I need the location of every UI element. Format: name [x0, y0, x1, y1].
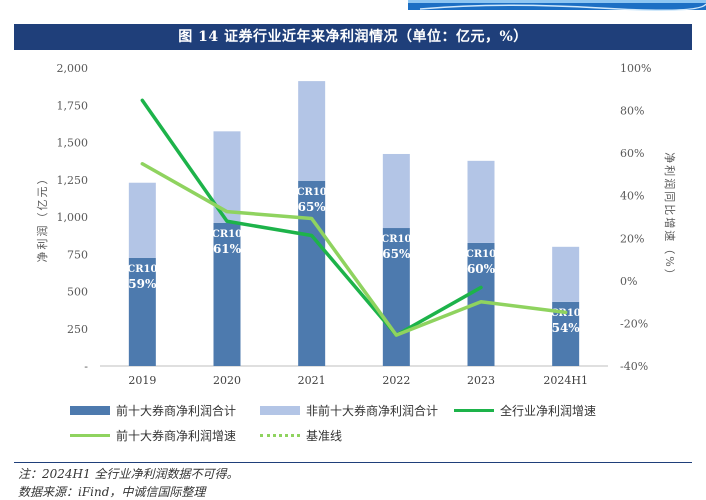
- legend-label: 全行业净利润增速: [500, 403, 597, 418]
- bar-non-top10: [128, 182, 156, 258]
- x-tick-label: 2023: [467, 374, 495, 387]
- bar-label-prefix: CR10: [297, 187, 327, 198]
- bar-label-prefix: CR10: [212, 229, 242, 240]
- legend-item: 前十大券商净利润合计: [70, 401, 236, 419]
- y-tick-label: 1,750: [57, 99, 89, 112]
- legend-item: 基准线: [260, 426, 342, 444]
- bar-label-prefix: CR10: [127, 264, 157, 275]
- chart-note: 注：2024H1 全行业净利润数据不可得。: [18, 467, 239, 481]
- legend-label: 基准线: [306, 428, 343, 443]
- legend-swatch: [260, 433, 300, 437]
- bar-top10: [298, 180, 326, 366]
- bar-label-value: 65%: [298, 200, 327, 214]
- bar-label-value: 60%: [467, 262, 496, 276]
- legend-label: 前十大券商净利润合计: [116, 403, 237, 418]
- legend-swatch: [260, 405, 300, 415]
- bar-label-value: 54%: [552, 321, 581, 335]
- bar-top10: [382, 228, 410, 366]
- bar-non-top10: [298, 81, 326, 181]
- x-tick-label: 2020: [213, 374, 241, 387]
- bar-top10: [128, 257, 156, 366]
- legend-swatch: [70, 405, 110, 415]
- y2-tick-label: 80%: [620, 105, 644, 118]
- bar-label-value: 61%: [213, 242, 242, 256]
- legend-label: 非前十大券商净利润合计: [306, 403, 439, 418]
- bar-non-top10: [382, 153, 410, 229]
- bar-non-top10: [552, 246, 580, 302]
- legend-swatch: [454, 408, 494, 412]
- y2-tick-label: 40%: [620, 190, 644, 203]
- legend-item: 前十大券商净利润增速: [70, 426, 236, 444]
- y2-tick-label: -20%: [620, 317, 648, 330]
- chart: - 250 500 750 1,000 1,250 1,500 1,750 2,000 -40% -…: [35, 62, 677, 387]
- y-tick-label: 250: [67, 323, 88, 336]
- y-tick-label: -: [84, 360, 88, 373]
- legend-item: 全行业净利润增速: [454, 401, 596, 419]
- y-axis-title: 净利润（亿元）: [35, 172, 49, 263]
- y2-tick-label: 60%: [620, 147, 644, 160]
- y-tick-label: 2,000: [57, 62, 89, 75]
- bar-label-prefix: CR10: [381, 234, 411, 245]
- bar-top10: [213, 222, 241, 366]
- y2-tick-label: -40%: [620, 360, 648, 373]
- y2-tick-label: 0%: [620, 275, 637, 288]
- y-tick-label: 1,500: [57, 137, 89, 150]
- chart-source: 数据来源：iFind，中诚信国际整理: [18, 485, 206, 499]
- x-tick-label: 2019: [128, 374, 156, 387]
- baseline-line: [140, 162, 568, 337]
- y2-tick-label: 100%: [620, 62, 651, 75]
- y-tick-label: 750: [67, 248, 88, 261]
- y2-axis-title: 净利润同比增速（%）: [663, 152, 677, 281]
- bottom-rule: [14, 462, 692, 463]
- x-tick-label: 2024H1: [543, 374, 588, 387]
- legend-item: 非前十大券商净利润合计: [260, 401, 438, 419]
- bar-label-value: 59%: [128, 277, 157, 291]
- industry-growth-line: [140, 98, 483, 337]
- top-decoration: [0, 0, 706, 20]
- bar-label-prefix: CR10: [466, 249, 496, 260]
- x-tick-label: 2022: [382, 374, 410, 387]
- legend-swatch: [70, 433, 110, 437]
- bar-non-top10: [467, 160, 495, 243]
- y-tick-label: 1,250: [57, 174, 89, 187]
- chart-title: 图 14 证券行业近年来净利润情况（单位：亿元，%）: [14, 24, 692, 50]
- legend-label: 前十大券商净利润增速: [116, 428, 237, 443]
- y2-tick-label: 20%: [620, 232, 644, 245]
- y-tick-label: 500: [67, 286, 88, 299]
- x-tick-label: 2021: [298, 374, 326, 387]
- bar-label-value: 65%: [382, 247, 411, 261]
- y-tick-label: 1,000: [57, 211, 89, 224]
